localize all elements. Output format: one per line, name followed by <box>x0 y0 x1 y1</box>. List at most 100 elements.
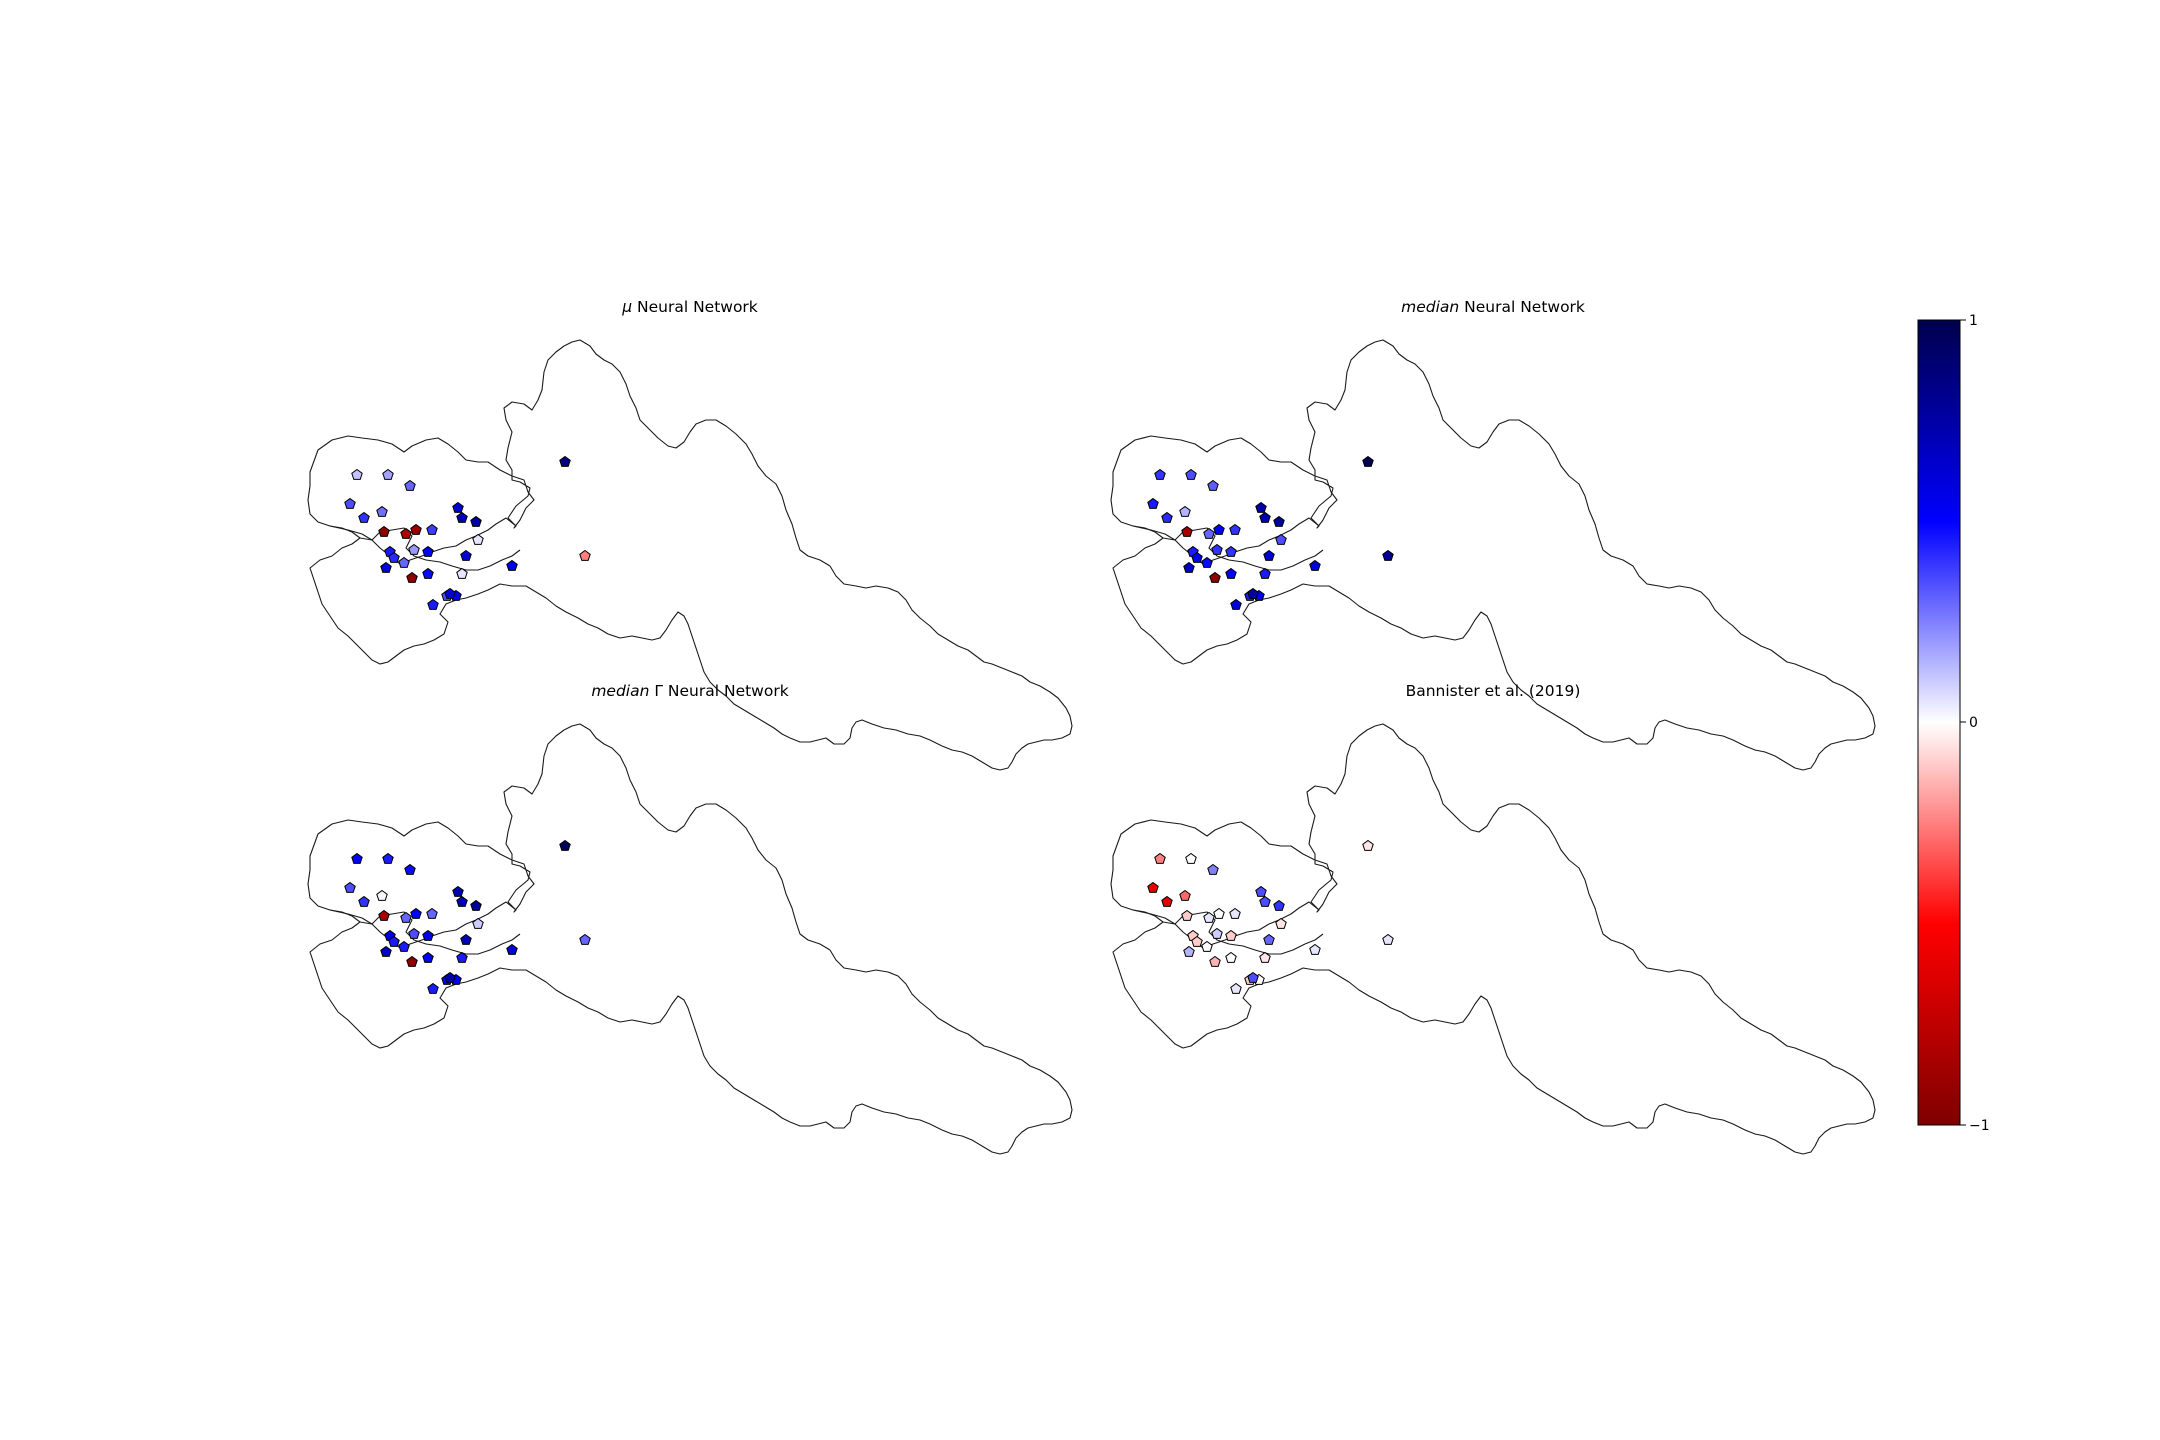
station-marker <box>400 527 412 539</box>
station-marker <box>456 895 468 907</box>
station-marker <box>456 567 468 579</box>
station-marker <box>456 511 468 523</box>
station-marker <box>1230 598 1242 610</box>
station-marker <box>460 549 472 561</box>
station-marker <box>1181 909 1193 921</box>
catchment-outline <box>307 723 1073 1155</box>
station-marker <box>1273 515 1285 527</box>
station-marker <box>1154 468 1166 480</box>
station-marker <box>400 911 412 923</box>
station-marker <box>506 943 518 955</box>
catchment-outline <box>1110 339 1876 771</box>
station-marker <box>1247 971 1259 983</box>
station-marker <box>1147 497 1159 509</box>
station-marker <box>1275 533 1287 545</box>
colorbar-tick-label-min: −1 <box>1969 1118 1990 1134</box>
colorbar: 1 0 −1 <box>1917 313 1990 1134</box>
station-marker <box>1259 511 1271 523</box>
station-marker <box>422 951 434 963</box>
station-marker <box>1154 852 1166 864</box>
station-marker <box>358 895 370 907</box>
station-marker <box>1185 468 1197 480</box>
station-marker <box>1201 940 1213 952</box>
station-marker <box>1203 911 1215 923</box>
station-marker <box>1275 917 1287 929</box>
station-marker <box>426 907 438 919</box>
station-marker <box>351 852 363 864</box>
station-marker <box>1161 895 1173 907</box>
station-marker <box>460 933 472 945</box>
station-marker <box>1183 945 1195 957</box>
station-marker <box>378 525 390 537</box>
station-marker <box>1259 567 1271 579</box>
station-marker <box>1183 561 1195 573</box>
station-marker <box>404 479 416 491</box>
station-marker <box>1362 455 1374 467</box>
station-markers <box>344 455 591 610</box>
station-marker <box>559 455 571 467</box>
station-marker <box>380 945 392 957</box>
panel-title: μ Neural Network <box>621 298 758 316</box>
station-marker <box>406 571 418 583</box>
station-markers <box>1147 839 1394 994</box>
station-marker <box>1273 899 1285 911</box>
station-marker <box>1179 889 1191 901</box>
station-marker <box>1263 933 1275 945</box>
station-marker <box>427 982 439 994</box>
station-marker <box>1309 943 1321 955</box>
colorbar-tick-label-max: 1 <box>1969 313 1978 329</box>
station-markers <box>1147 455 1394 610</box>
station-marker <box>1247 587 1259 599</box>
station-marker <box>1229 907 1241 919</box>
station-marker <box>1207 479 1219 491</box>
station-marker <box>1230 982 1242 994</box>
station-marker <box>1191 935 1203 947</box>
panel-median-gamma: median Γ Neural Network <box>307 682 1073 1155</box>
station-marker <box>1225 951 1237 963</box>
station-marker <box>1213 907 1225 919</box>
colorbar-gradient <box>1917 319 1961 1126</box>
station-marker <box>456 951 468 963</box>
station-marker <box>470 515 482 527</box>
station-marker <box>470 899 482 911</box>
station-marker <box>344 881 356 893</box>
station-marker <box>382 852 394 864</box>
station-marker <box>1225 929 1237 941</box>
station-marker <box>579 549 591 561</box>
station-marker <box>1185 852 1197 864</box>
station-marker <box>388 935 400 947</box>
station-marker <box>422 929 434 941</box>
station-marker <box>351 468 363 480</box>
station-marker <box>579 933 591 945</box>
station-marker <box>1229 523 1241 535</box>
station-marker <box>410 907 422 919</box>
station-marker <box>559 839 571 851</box>
station-marker <box>378 909 390 921</box>
station-marker <box>376 889 388 901</box>
station-marker <box>406 955 418 967</box>
station-marker <box>398 940 410 952</box>
station-marker <box>1179 505 1191 517</box>
station-marker <box>1211 927 1223 939</box>
station-marker <box>1309 559 1321 571</box>
station-marker <box>410 523 422 535</box>
station-marker <box>452 885 464 897</box>
station-marker <box>1207 863 1219 875</box>
station-marker <box>1209 571 1221 583</box>
station-marker <box>1225 545 1237 557</box>
station-marker <box>1209 955 1221 967</box>
catchment-outline <box>307 339 1073 771</box>
station-marker <box>1382 933 1394 945</box>
station-marker <box>1161 511 1173 523</box>
station-marker <box>422 545 434 557</box>
station-marker <box>1211 543 1223 555</box>
station-marker <box>444 587 456 599</box>
station-marker <box>506 559 518 571</box>
station-marker <box>426 523 438 535</box>
panel-title: median Γ Neural Network <box>591 682 788 700</box>
station-marker <box>408 927 420 939</box>
station-marker <box>344 497 356 509</box>
station-marker <box>472 533 484 545</box>
panel-title: Bannister et al. (2019) <box>1406 682 1581 700</box>
station-marker <box>452 501 464 513</box>
